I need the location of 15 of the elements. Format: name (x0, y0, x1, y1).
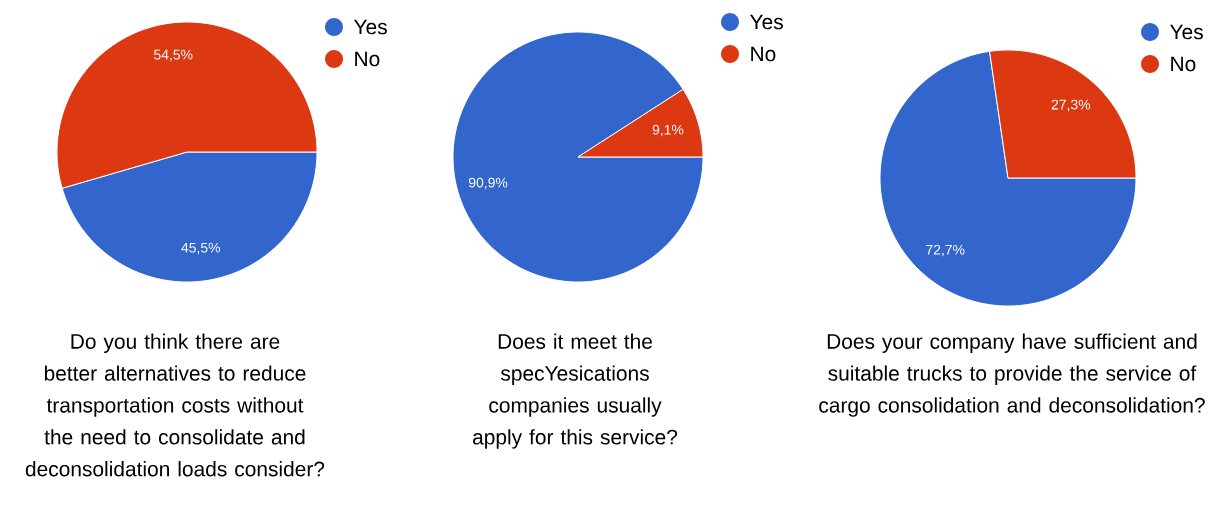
legend-label: Yes (353, 19, 387, 35)
data-label: 9,1% (652, 124, 684, 137)
data-label: 45,5% (181, 242, 221, 255)
legend-label: No (355, 51, 380, 67)
legend-label: No (1171, 56, 1196, 72)
data-label: 27,3% (1051, 99, 1091, 112)
text: Does it meet the specYesications companies usually apply for this service? (472, 333, 678, 449)
legend-label: Yes (749, 14, 783, 30)
data-label: 72,7% (926, 244, 965, 257)
legend-label: No (751, 46, 776, 62)
text: Do you think there are better alternatives to reduce transportation costs without the need to consolidate and deconsolidation loads consider? (25, 333, 325, 477)
data-label: 54,5% (154, 49, 193, 62)
data-label: 90,9% (468, 177, 508, 190)
legend-label: Yes (1169, 24, 1203, 40)
text: Does your company have sufficient and suitable trucks to provide the service of cargo consolidation and deconsolidation? (819, 333, 1205, 417)
